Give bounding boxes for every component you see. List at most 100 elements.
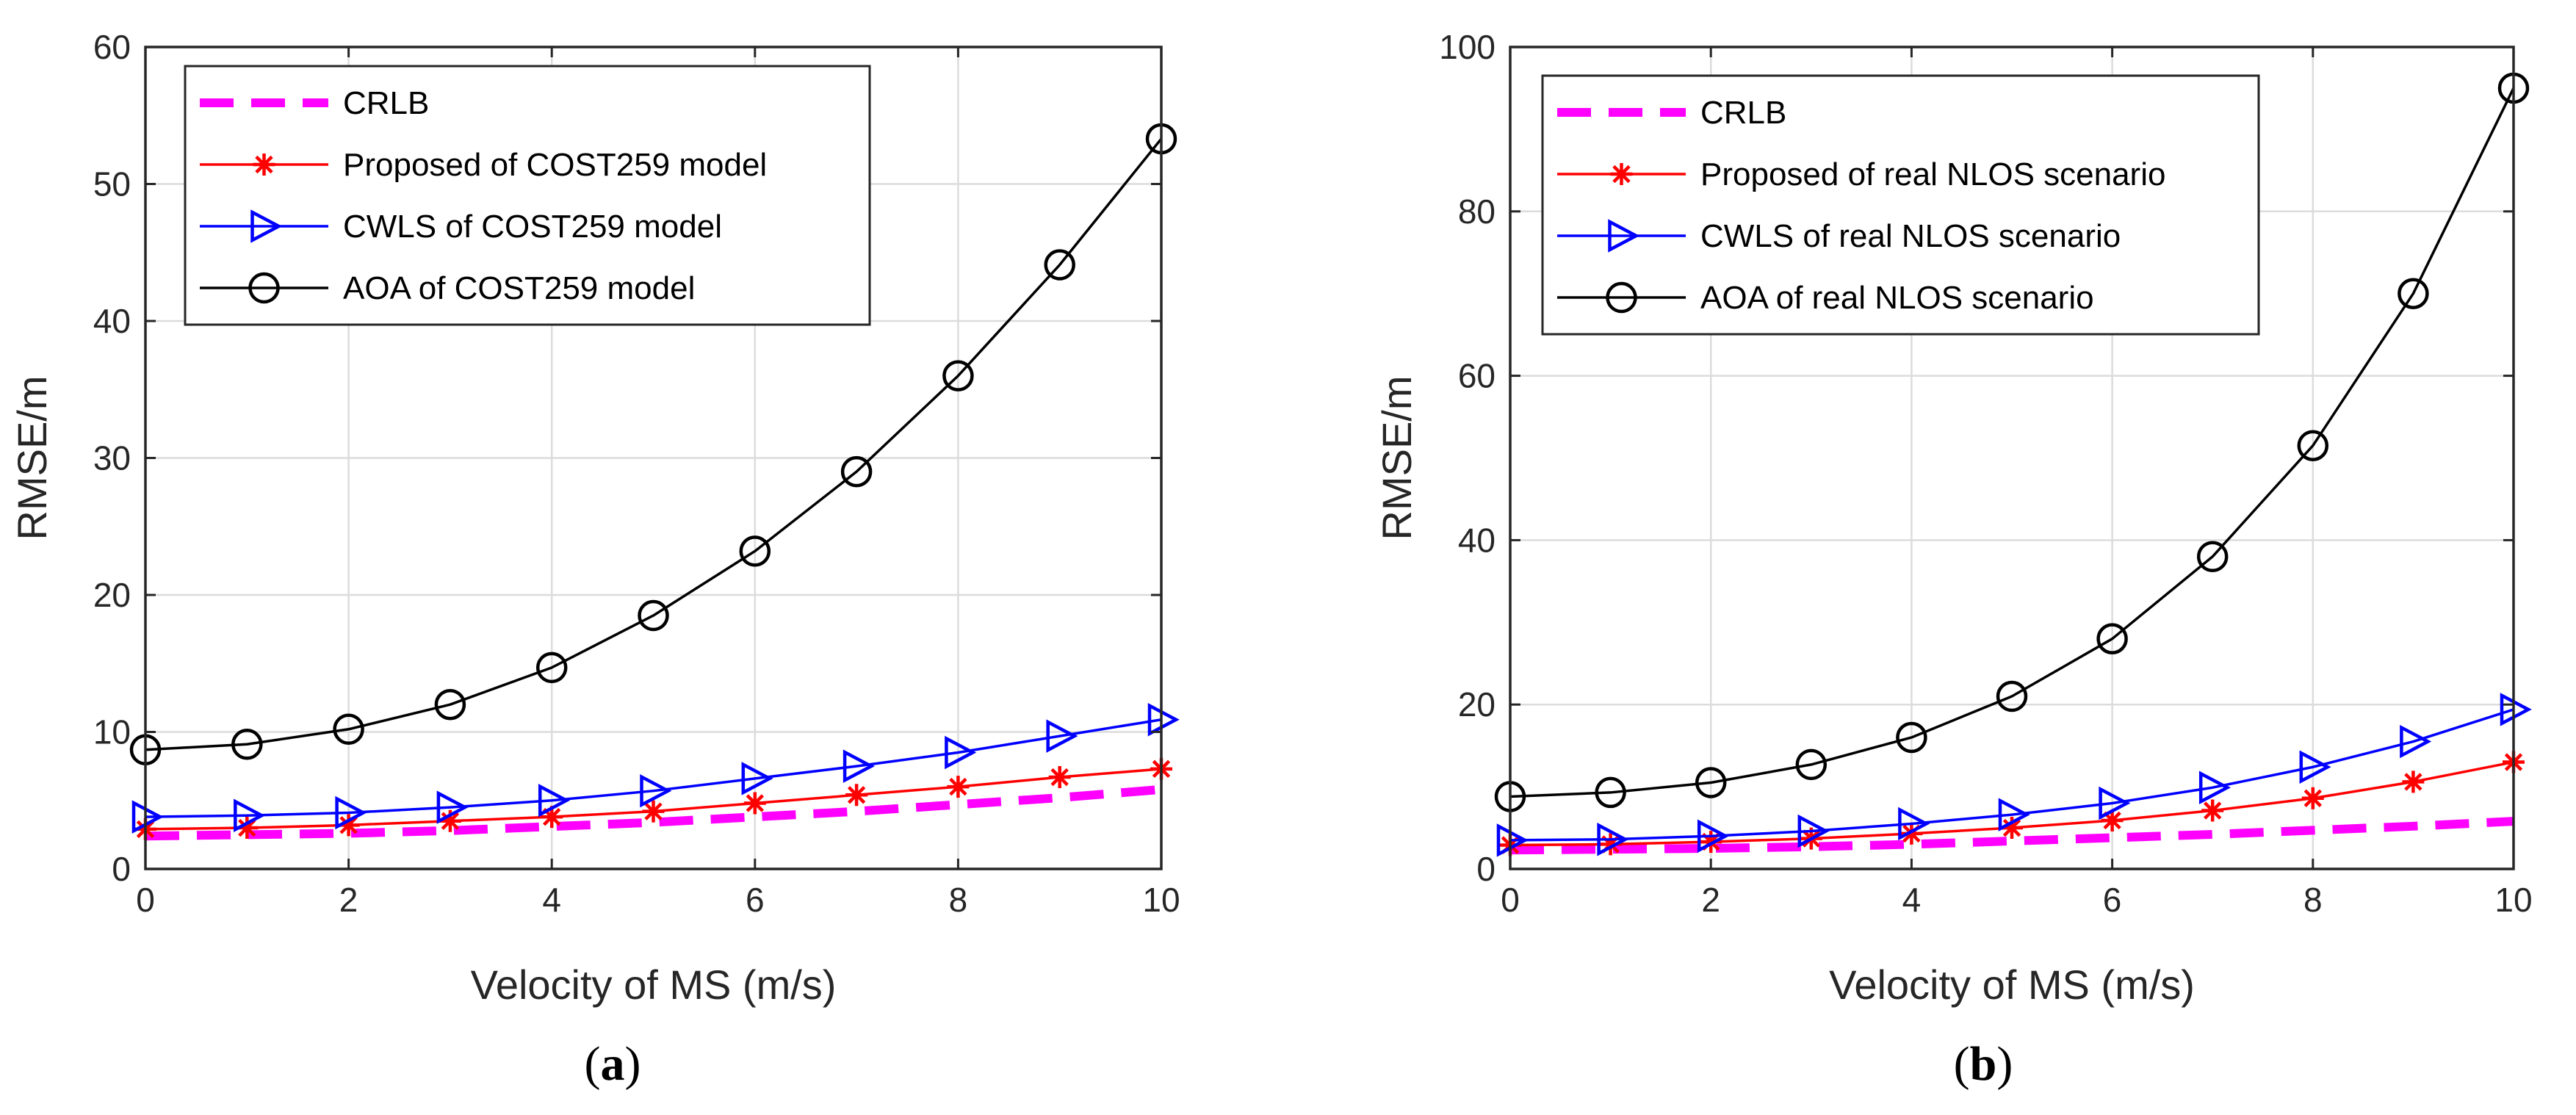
y-axis-label: RMSE/m — [9, 376, 55, 541]
y-tick-label: 20 — [93, 576, 131, 614]
chart-2-series-3-point-10 — [2500, 693, 2532, 726]
y-tick-label: 40 — [1458, 521, 1496, 559]
chart-1-series-3-point-legend — [250, 209, 283, 243]
x-tick-label: 10 — [2494, 881, 2532, 919]
caption-open-paren: ( — [1954, 1037, 1970, 1091]
x-axis-label: Velocity of MS (m/s) — [471, 961, 837, 1008]
legend-label-3: CWLS of real NLOS scenario — [1700, 218, 2121, 254]
chart-2-series-2-point-legend — [1610, 163, 1633, 185]
chart-1-series-2-point-6 — [743, 792, 766, 815]
chart-1-series-4-point-8 — [942, 360, 974, 391]
y-tick-label: 0 — [112, 850, 131, 888]
chart-1-series-4-line — [145, 137, 1163, 751]
chart-1-series-4-point-6 — [739, 535, 771, 567]
chart-2-series-2-point-1 — [1599, 833, 1622, 856]
legend-label-1: CRLB — [343, 85, 429, 121]
caption-open-paren: ( — [585, 1037, 601, 1091]
chart-2-series-4-point-8 — [2297, 430, 2329, 461]
chart-2-series-4-point-5 — [1996, 680, 2028, 712]
chart-2-series-4-point-3 — [1795, 748, 1828, 781]
chart-2-series-3-point-2 — [1697, 819, 1730, 853]
chart-1-series-4-point-5 — [638, 599, 669, 632]
chart-2-series-4-point-legend — [1606, 281, 1637, 314]
figure-caption: (a) — [585, 1037, 641, 1091]
legend-box — [184, 65, 871, 326]
x-tick-label: 4 — [542, 881, 561, 919]
y-tick-label: 10 — [93, 713, 131, 751]
legend-label-3: CWLS of COST259 model — [343, 209, 722, 245]
chart-2-series-4-point-4 — [1896, 721, 1927, 754]
chart-1-series-1-line — [145, 784, 1162, 841]
chart-2-series-3-point-5 — [1998, 798, 2030, 831]
caption-close-paren: ) — [625, 1037, 641, 1091]
chart-1-series-2-point-legend — [253, 154, 275, 176]
chart-1-series-4-point-7 — [840, 455, 873, 488]
chart-2-series-3-point-0 — [1496, 823, 1529, 857]
y-axis-label: RMSE/m — [1374, 376, 1420, 541]
chart-1-series-2-point-9 — [1048, 766, 1071, 789]
chart-1-series-2-point-4 — [541, 806, 563, 829]
x-tick-label: 10 — [1142, 881, 1180, 919]
chart-2-series-3-point-4 — [1898, 807, 1930, 841]
chart-1-series-4-point-3 — [434, 688, 466, 721]
chart-2-series-3-line — [1509, 708, 2514, 842]
chart-2-series-4-line — [1509, 87, 2515, 798]
chart-2-series-2-point-2 — [1700, 831, 1722, 854]
chart-2-series-2-point-9 — [2402, 771, 2425, 793]
chart-1-series-4-point-legend — [248, 272, 280, 304]
legend: CRLB Proposed of real NLOS scenario CWLS o… — [1541, 74, 2260, 336]
y-tick-label: 60 — [1458, 357, 1496, 395]
x-tick-label: 2 — [339, 881, 358, 919]
chart-1-series-2-point-5 — [642, 800, 665, 823]
chart-2-series-4-point-2 — [1695, 767, 1727, 798]
chart-2-series-3-point-3 — [1797, 814, 1830, 848]
x-tick-label: 8 — [2303, 881, 2323, 919]
legend-label-4: AOA of real NLOS scenario — [1700, 280, 2094, 316]
chart-2-series-2-point-4 — [1900, 822, 1923, 845]
legend-label-1: CRLB — [1700, 95, 1786, 131]
chart-2-series-4-point-6 — [2096, 623, 2128, 654]
chart-1-series-4-point-1 — [231, 729, 263, 760]
chart-2-series-4-point-7 — [2196, 541, 2229, 573]
y-tick-label: 40 — [93, 302, 131, 340]
x-tick-label: 0 — [1501, 881, 1520, 919]
chart-1-series-3-point-9 — [1046, 719, 1078, 753]
y-tick-label: 80 — [1458, 192, 1496, 231]
chart-2-series-2-point-7 — [2201, 799, 2224, 822]
chart-1-series-4-point-2 — [333, 713, 364, 746]
chart-2-series-3-point-1 — [1597, 822, 1629, 856]
y-tick-label: 0 — [1476, 850, 1496, 888]
legend-label-2: Proposed of COST259 model — [343, 147, 767, 183]
chart-2-series-3-point-7 — [2198, 771, 2232, 804]
x-tick-label: 6 — [2103, 881, 2122, 919]
x-tick-label: 6 — [746, 881, 765, 919]
chart-2-series-3-point-6 — [2099, 786, 2131, 820]
y-tick-label: 100 — [1439, 28, 1496, 66]
chart-1-series-3-point-4 — [538, 784, 571, 818]
chart-1-series-3-point-7 — [843, 749, 875, 783]
chart-1-series-2-point-2 — [337, 814, 360, 837]
chart-1-series-3-point-2 — [335, 795, 367, 830]
chart-1-series-3-point-3 — [436, 790, 469, 824]
y-tick-label: 60 — [93, 28, 131, 66]
chart-1-series-3-line — [145, 718, 1162, 818]
legend-box — [1541, 74, 2260, 336]
y-tick-label: 50 — [93, 165, 131, 203]
chart-1-series-3-point-1 — [234, 798, 266, 832]
caption-close-paren: ) — [1996, 1037, 2013, 1091]
chart-1-series-4-point-9 — [1044, 249, 1075, 281]
chart-1-series-2-point-8 — [947, 776, 970, 798]
chart-2-series-4-point-9 — [2398, 278, 2429, 309]
x-tick-label: 2 — [1701, 881, 1720, 919]
x-tick-label: 4 — [1902, 881, 1922, 919]
axes-box — [1509, 46, 2515, 870]
caption-letter: a — [601, 1037, 625, 1091]
chart-1-series-2-point-1 — [236, 817, 259, 840]
y-tick-label: 30 — [93, 439, 131, 477]
caption-letter: b — [1970, 1037, 1997, 1091]
chart-2-series-2-point-8 — [2301, 787, 2324, 809]
chart-2-series-3-point-9 — [2400, 724, 2432, 759]
chart-2-series-2-point-5 — [2001, 817, 2023, 840]
